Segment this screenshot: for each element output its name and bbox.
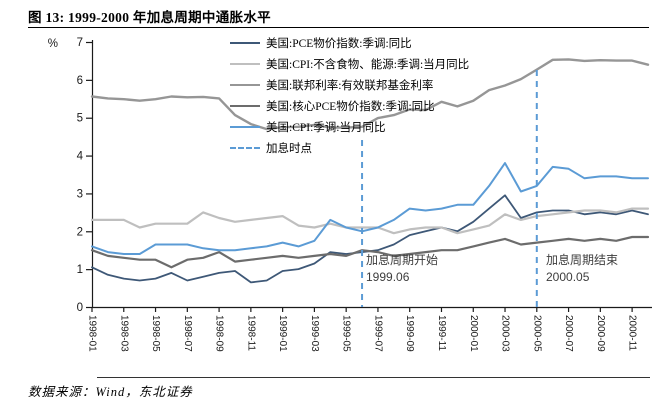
legend-label: 美国:核心PCE物价指数:季调:同比 — [266, 100, 435, 113]
chart-legend: 美国:PCE物价指数:季调:同比 美国:CPI:不含食物、能源:季调:当月同比 … — [230, 32, 469, 158]
legend-label: 美国:CPI:不含食物、能源:季调:当月同比 — [266, 58, 470, 71]
x-tick-label: 1999-03 — [309, 315, 320, 352]
pce-line-swatch — [230, 41, 260, 44]
x-tick-label: 1998-09 — [214, 315, 225, 352]
footer-divider — [97, 377, 650, 378]
series-line-core_pce — [90, 235, 650, 269]
annotation-hike-start-date: 1999.06 — [366, 270, 410, 284]
series-line-cpi — [91, 162, 649, 255]
x-tick-label: 1999-01 — [277, 315, 288, 352]
title-divider — [28, 27, 649, 28]
annotation-hike-end-text: 加息周期结束 — [546, 253, 619, 267]
legend-item-core-pce: 美国:核心PCE物价指数:季调:同比 — [230, 95, 469, 116]
series-line-fed_funds — [90, 58, 650, 131]
core-pce-line-swatch — [230, 104, 260, 107]
figure-title: 图 13: 1999-2000 年加息周期中通胀水平 — [28, 10, 271, 25]
x-tick-label: 1998-07 — [182, 315, 193, 352]
x-tick-label: 1998-03 — [118, 315, 129, 352]
x-tick-label: 1999-05 — [341, 315, 352, 352]
y-tick-label: 6 — [77, 75, 83, 87]
x-tick-label: 1999-07 — [372, 315, 383, 352]
x-tick-label: 1999-09 — [404, 315, 415, 352]
legend-item-cpi: 美国:CPI:季调:当月同比 — [230, 116, 469, 137]
rate-hike-dashed-swatch — [230, 146, 260, 149]
core-cpi-line-swatch — [230, 62, 260, 65]
cpi-line-swatch — [230, 125, 260, 128]
x-tick-label: 2000-09 — [595, 315, 606, 352]
annotation-hike-end: 加息周期结束 2000.05 — [546, 252, 618, 286]
series-line-core_cpi — [90, 207, 650, 235]
y-tick-label: 2 — [77, 226, 83, 238]
x-tick-label: 1998-11 — [245, 315, 256, 351]
y-axis-unit-label: % — [48, 38, 58, 50]
x-tick-label: 2000-07 — [563, 315, 574, 352]
legend-item-hike-points: 加息时点 — [230, 137, 469, 158]
x-tick-label: 1998-05 — [150, 315, 161, 352]
data-source: 数据来源：Wind，东北证券 — [28, 385, 193, 399]
legend-label: 美国:PCE物价指数:季调:同比 — [266, 37, 412, 50]
legend-item-core-cpi: 美国:CPI:不含食物、能源:季调:当月同比 — [230, 53, 469, 74]
legend-item-fed-funds: 美国:联邦利率:有效联邦基金利率 — [230, 74, 469, 95]
x-tick-label: 2000-05 — [531, 315, 542, 352]
y-tick-label: 1 — [77, 264, 83, 276]
x-tick-label: 2000-11 — [627, 315, 638, 351]
x-tick-label: 1999-11 — [436, 315, 447, 351]
y-tick-label: 5 — [77, 113, 83, 125]
y-tick-label: 4 — [77, 151, 84, 163]
legend-label: 美国:联邦利率:有效联邦基金利率 — [266, 79, 434, 92]
annotation-hike-start-text: 加息周期开始 — [366, 253, 439, 267]
x-tick-label: 2000-01 — [468, 315, 479, 352]
y-tick-label: 3 — [77, 188, 83, 200]
annotation-hike-start: 加息周期开始 1999.06 — [366, 252, 438, 286]
legend-label: 加息时点 — [266, 142, 312, 155]
x-tick-label: 1998-01 — [87, 315, 98, 352]
y-tick-label: 0 — [77, 302, 83, 314]
x-tick-label: 2000-03 — [500, 315, 511, 352]
fed-funds-line-swatch — [230, 83, 260, 86]
legend-item-pce: 美国:PCE物价指数:季调:同比 — [230, 32, 469, 53]
y-tick-label: 7 — [77, 37, 83, 49]
annotation-hike-end-date: 2000.05 — [546, 270, 590, 284]
legend-label: 美国:CPI:季调:当月同比 — [266, 121, 386, 134]
